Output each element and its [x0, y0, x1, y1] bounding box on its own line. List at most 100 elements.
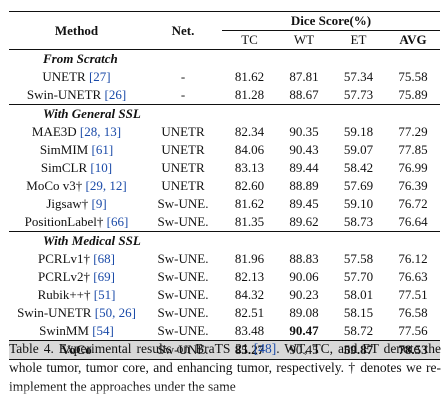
tc-cell: 81.62	[234, 69, 265, 84]
wt-cell: 89.62	[289, 214, 319, 229]
avg-cell: 76.99	[398, 160, 428, 175]
section-title: With General SSL	[9, 104, 222, 123]
net-cell: UNETR	[161, 142, 205, 157]
table-row: MoCo v3† [29, 12] UNETR 82.60 88.89 57.69 76.…	[9, 177, 440, 195]
method-cell: SwinMM [54]	[9, 322, 144, 341]
section-header-row: From Scratch	[9, 50, 440, 69]
wt-cell: 88.83	[289, 251, 319, 266]
et-cell: 58.01	[343, 287, 374, 302]
section-empty-cell	[331, 104, 386, 123]
method-cell: MoCo v3† [29, 12]	[9, 177, 144, 195]
method-cell: Rubik++† [51]	[9, 286, 144, 304]
method-citation-link[interactable]: [51]	[93, 287, 116, 302]
tc-cell: 83.13	[234, 160, 265, 175]
method-name: MAE3D	[31, 124, 77, 139]
method-citation-link[interactable]: [54]	[92, 323, 114, 338]
section-header-row: With General SSL	[9, 104, 441, 123]
table-row: MAE3D [28, 13] UNETR 82.34 90.35 59.18 77.29	[9, 123, 440, 141]
table-row: Swin-UNETR [50, 26] Sw-UNE. 82.51 89.08 58.1…	[9, 304, 440, 322]
et-cell: 58.73	[343, 214, 374, 229]
method-citation-link[interactable]: [9]	[91, 196, 107, 211]
et-cell: 59.18	[343, 124, 374, 139]
results-table: Method Net. Dice Score(%) TC WT ET AVG F…	[9, 11, 441, 360]
table-row: Rubik++† [51] Sw-UNE. 84.32 90.23 58.01 77.51	[9, 286, 440, 304]
wt-cell: 89.44	[289, 160, 319, 175]
method-cell: SimMIM [61]	[9, 141, 144, 159]
method-name: SimCLR	[40, 160, 88, 175]
avg-cell: 77.85	[398, 142, 428, 157]
net-cell: UNETR	[161, 178, 205, 193]
net-cell: Sw-UNE.	[157, 323, 209, 338]
section-empty-cell	[386, 231, 441, 250]
method-cell: UNETR [27]	[9, 68, 144, 86]
et-cell: 57.73	[343, 87, 374, 102]
section-empty-cell	[277, 104, 331, 123]
net-cell: UNETR	[161, 124, 205, 139]
header-et: ET	[331, 30, 386, 50]
et-cell: 57.34	[343, 69, 374, 84]
method-citation-link[interactable]: [27]	[88, 69, 111, 84]
tc-cell: 84.06	[234, 142, 265, 157]
caption-citation-link[interactable]: [48]	[253, 341, 277, 356]
results-table-body: From Scratch UNETR [27] - 81.62 87.81 57.34 75…	[9, 50, 441, 360]
wt-cell: 90.45	[277, 340, 331, 360]
method-citation-link[interactable]: [61]	[91, 142, 114, 157]
tc-cell: 82.13	[234, 269, 265, 284]
section-empty-cell	[222, 231, 277, 250]
method-citation-link[interactable]: [29, 12]	[85, 178, 127, 193]
table-row: Jigsaw† [9] Sw-UNE. 81.62 89.45 59.10 76.72	[9, 195, 440, 213]
et-cell: 59.07	[343, 142, 374, 157]
method-name: SwinMM	[39, 323, 89, 338]
section-empty-cell	[331, 231, 386, 250]
avg-cell: 75.58	[398, 69, 428, 84]
section-title: From Scratch	[43, 51, 118, 66]
tc-cell: 81.62	[234, 196, 265, 211]
et-cell: 59.10	[343, 196, 374, 211]
avg-cell: 78.53	[386, 340, 441, 360]
method-citation-link[interactable]: [28, 13]	[79, 124, 122, 139]
wt-cell: 88.89	[289, 178, 319, 193]
method-cell: PositionLabel† [66]	[9, 213, 144, 232]
avg-cell: 77.29	[398, 124, 428, 139]
table-row: PCRLv1† [68] Sw-UNE. 81.96 88.83 57.58 76.12	[9, 250, 440, 268]
wt-cell: 89.45	[289, 196, 319, 211]
wt-cell: 89.08	[289, 305, 319, 320]
net-cell: Sw-UNE.	[157, 251, 209, 266]
method-citation-link[interactable]: [10]	[90, 160, 113, 175]
avg-cell: 75.89	[398, 87, 428, 102]
table-row: Swin-UNETR [26] - 81.28 88.67 57.73 75.89	[9, 86, 440, 105]
method-cell: Swin-UNETR [50, 26]	[9, 304, 144, 322]
net-cell: Sw-UNE.	[157, 196, 209, 211]
method-name: UNETR	[42, 69, 86, 84]
wt-cell: 88.67	[289, 87, 319, 102]
tc-cell: 82.51	[234, 305, 265, 320]
et-cell: 58.15	[343, 305, 374, 320]
avg-cell: 76.63	[398, 269, 428, 284]
method-cell: PCRLv1† [68]	[9, 250, 144, 268]
tc-cell: 81.28	[234, 87, 265, 102]
et-cell: 58.72	[343, 323, 374, 338]
et-cell: 57.69	[343, 178, 374, 193]
avg-cell: 76.39	[398, 178, 428, 193]
method-citation-link[interactable]: [50, 26]	[94, 305, 136, 320]
wt-cell: 90.35	[289, 124, 319, 139]
section-empty-cell	[277, 50, 331, 69]
method-citation-link[interactable]: [68]	[93, 251, 115, 266]
section-empty-cell	[222, 104, 277, 123]
method-name: PCRLv1†	[38, 251, 91, 266]
method-citation-link[interactable]: [66]	[106, 214, 129, 229]
net-cell: -	[180, 87, 186, 102]
et-cell: 57.58	[343, 251, 374, 266]
table-row: SimMIM [61] UNETR 84.06 90.43 59.07 77.85	[9, 141, 440, 159]
method-cell: Jigsaw† [9]	[9, 195, 144, 213]
tc-cell: 82.34	[234, 124, 265, 139]
header-avg: AVG	[386, 30, 441, 50]
tc-cell: 84.32	[234, 287, 265, 302]
method-citation-link[interactable]: [26]	[104, 87, 127, 102]
avg-cell: 76.72	[398, 196, 428, 211]
method-cell: MAE3D [28, 13]	[9, 123, 144, 141]
method-citation-link[interactable]: [69]	[93, 269, 115, 284]
et-cell: 57.70	[343, 269, 374, 284]
net-cell: Sw-UNE.	[157, 305, 209, 320]
method-name: Swin-UNETR	[26, 87, 102, 102]
